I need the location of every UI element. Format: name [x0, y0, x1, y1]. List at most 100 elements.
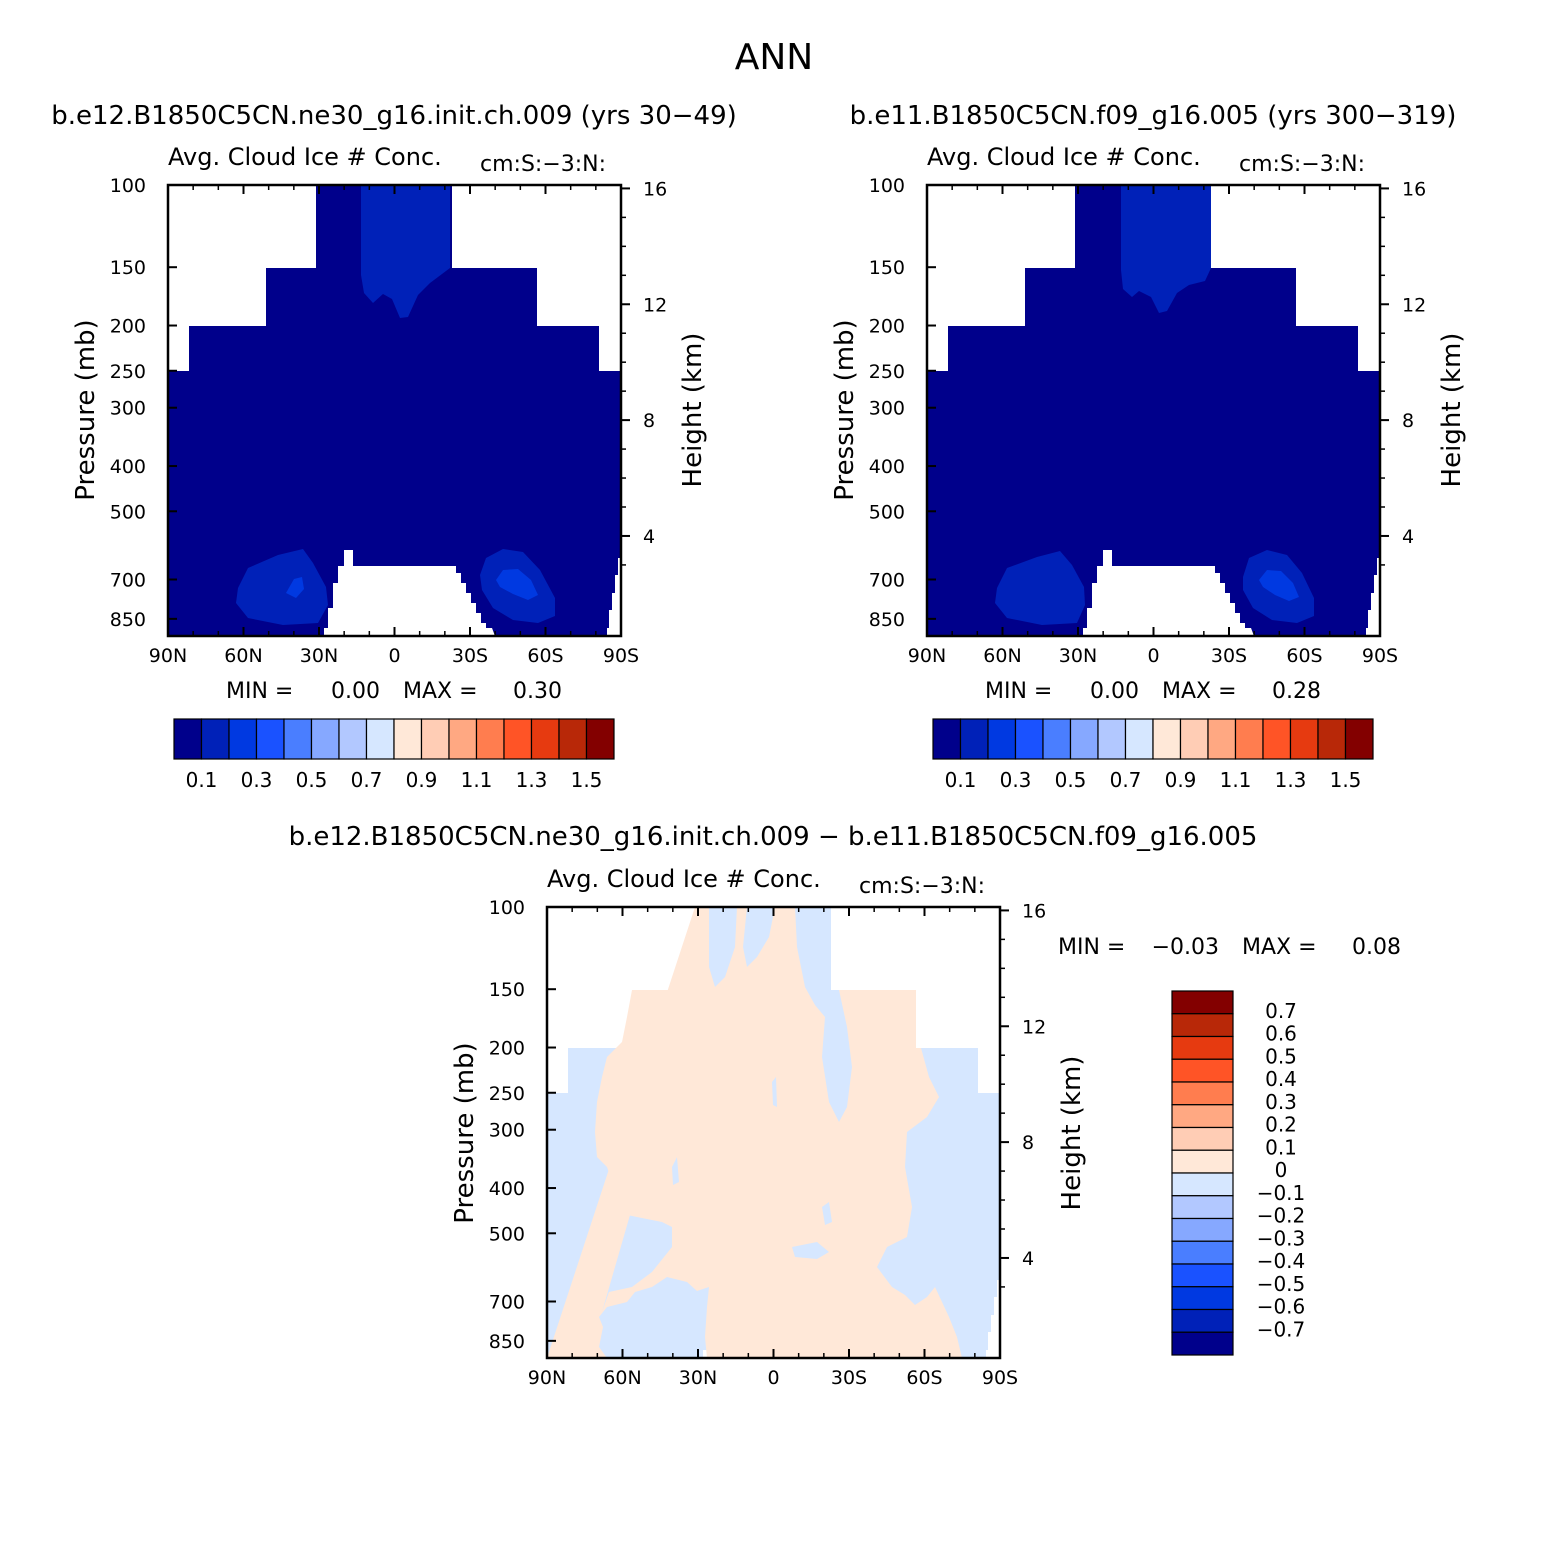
y2-tick-label: 16: [643, 178, 667, 200]
colorbar-bin: [393, 718, 423, 760]
colorbar-bin: [1171, 1104, 1234, 1129]
panel-2-min-label: MIN =: [985, 679, 1052, 704]
y2-tick-label: 12: [1402, 294, 1426, 316]
panel-3-y2label: Height (km): [1057, 1056, 1087, 1211]
y-tick-label: 300: [489, 1120, 525, 1142]
panel-2-contour-upper: [1121, 185, 1211, 313]
colorbar-bin: [987, 718, 1017, 760]
figure-title: ANN: [735, 37, 814, 78]
y2-tick-label: 4: [1022, 1248, 1034, 1270]
colorbar-bin: [255, 718, 285, 760]
colorbar-label: 0.5: [1265, 1044, 1297, 1068]
x-tick-label: 90S: [982, 1367, 1018, 1389]
colorbar-label: −0.1: [1257, 1181, 1306, 1205]
colorbar-bin: [1344, 718, 1374, 760]
colorbar-bin: [1171, 1149, 1234, 1174]
colorbar-bin: [1171, 1035, 1234, 1060]
colorbar-bin: [1234, 718, 1264, 760]
y-tick-label: 100: [110, 175, 146, 197]
colorbar-label: −0.6: [1257, 1295, 1306, 1319]
colorbar-bin: [558, 718, 588, 760]
x-tick-label: 30S: [1211, 645, 1247, 667]
panel-2-colorbar: 0.1 0.3 0.5 0.7 0.9 1.1 1.3 1.5: [932, 718, 1374, 792]
colorbar-bin: [1097, 718, 1127, 760]
x-tick-label: 90N: [149, 645, 187, 667]
panel-3: b.e12.B1850C5CN.ne30_g16.init.ch.009 − b…: [289, 822, 1401, 1389]
panel-2-units: cm:S:−3:N:: [1239, 152, 1365, 177]
panel-2-max-label: MAX =: [1162, 679, 1237, 704]
colorbar-bin: [200, 718, 230, 760]
x-tick-label: 60N: [603, 1367, 641, 1389]
x-tick-label: 0: [767, 1367, 779, 1389]
y2-tick-label: 8: [1402, 410, 1414, 432]
colorbar-bin: [1171, 1286, 1234, 1311]
colorbar-label: −0.4: [1257, 1249, 1306, 1273]
x-tick-label: 30S: [831, 1367, 867, 1389]
colorbar-bin: [1069, 718, 1099, 760]
colorbar-bin: [1124, 718, 1154, 760]
y2-tick-label: 4: [1402, 526, 1414, 548]
y-tick-label: 500: [489, 1223, 525, 1245]
y-tick-label: 850: [110, 609, 146, 631]
y-tick-label: 150: [869, 257, 905, 279]
colorbar-label: −0.3: [1257, 1226, 1306, 1250]
panel-2-title: Avg. Cloud Ice # Conc.: [927, 143, 1201, 171]
colorbar-label: 0.3: [241, 768, 273, 792]
colorbar-bin: [283, 718, 313, 760]
colorbar-label: −0.5: [1257, 1272, 1306, 1296]
colorbar-label: −0.2: [1257, 1204, 1306, 1228]
y-tick-label: 150: [489, 979, 525, 1001]
panel-1-contour-left-blob: [236, 549, 328, 625]
y-tick-label: 200: [489, 1038, 525, 1060]
colorbar-bin: [1042, 718, 1072, 760]
colorbar-label: 0.1: [186, 768, 218, 792]
colorbar-label: 0.9: [1165, 768, 1197, 792]
colorbar-label: 0.7: [1265, 999, 1297, 1023]
colorbar-bin: [173, 718, 203, 760]
panel-3-units: cm:S:−3:N:: [859, 874, 985, 899]
colorbar-label: 1.5: [1330, 768, 1362, 792]
colorbar-bin: [932, 718, 962, 760]
colorbar-label: 0.4: [1265, 1067, 1297, 1091]
y2-tick-label: 8: [1022, 1132, 1034, 1154]
panel-3-max-value: 0.08: [1352, 935, 1401, 960]
colorbar-bin: [1171, 1081, 1234, 1106]
colorbar-label: 0.7: [351, 768, 383, 792]
panel-2-ylabel: Pressure (mb): [830, 319, 860, 500]
panel-2-y2label: Height (km): [1437, 333, 1467, 488]
panel-1-ylabel: Pressure (mb): [71, 319, 101, 500]
colorbar-label: 0.2: [1265, 1113, 1297, 1137]
y-tick-label: 200: [869, 316, 905, 338]
y2-tick-label: 4: [643, 526, 655, 548]
colorbar-label: 0.5: [296, 768, 328, 792]
y-tick-label: 850: [869, 609, 905, 631]
colorbar-bin: [1262, 718, 1292, 760]
panel-1-contour-right-core: [496, 569, 538, 600]
y-tick-label: 400: [110, 456, 146, 478]
x-tick-label: 60N: [983, 645, 1021, 667]
panel-3-min-value: −0.03: [1152, 935, 1219, 960]
colorbar-bin: [1152, 718, 1182, 760]
panel-3-min-label: MIN =: [1058, 935, 1125, 960]
colorbar-label: 0.1: [945, 768, 977, 792]
colorbar-label: −0.7: [1257, 1317, 1306, 1341]
panel-3-neg-island-4: [672, 1157, 679, 1185]
x-tick-label: 60N: [224, 645, 262, 667]
panel-3-max-label: MAX =: [1242, 935, 1317, 960]
colorbar-label: 1.3: [1275, 768, 1307, 792]
panel-2: b.e11.B1850C5CN.f09_g16.005 (yrs 300−319…: [830, 101, 1467, 792]
panel-1-y2label: Height (km): [678, 333, 708, 488]
panel-1-max-value: 0.30: [513, 679, 562, 704]
colorbar-label: 0.5: [1055, 768, 1087, 792]
colorbar-bin: [959, 718, 989, 760]
panel-3-title: Avg. Cloud Ice # Conc.: [547, 865, 821, 893]
y2-tick-label: 16: [1402, 178, 1426, 200]
y-tick-label: 100: [869, 175, 905, 197]
panel-2-min-value: 0.00: [1090, 679, 1139, 704]
panel-3-neg-island-2: [822, 1202, 832, 1225]
x-tick-label: 90S: [1362, 645, 1398, 667]
y2-tick-label: 12: [643, 294, 667, 316]
y-tick-label: 250: [110, 361, 146, 383]
colorbar-bin: [1171, 1308, 1234, 1333]
